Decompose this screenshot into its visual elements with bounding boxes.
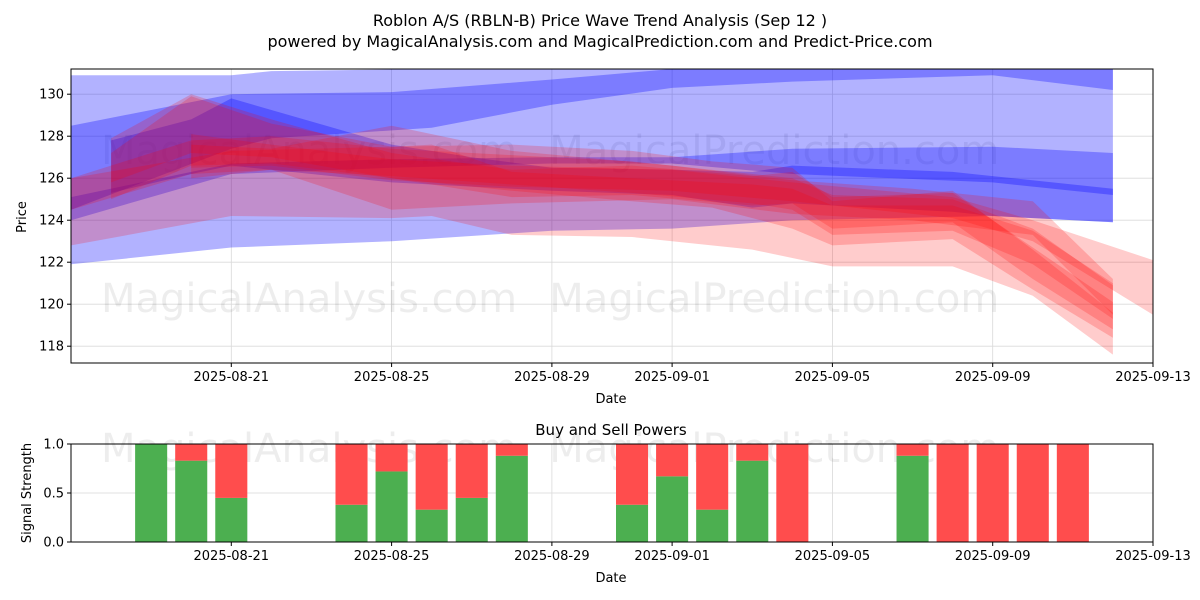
top-y-tick-label: 130: [39, 88, 64, 103]
sell-power-bar: [736, 444, 769, 461]
top-x-tick-label: 2025-08-29: [514, 370, 590, 385]
blue-wave-band: [71, 146, 1113, 265]
top-plot-area: [71, 69, 1153, 355]
bottom-x-axis-label: Date: [595, 571, 626, 586]
red-wave-band: [111, 94, 1113, 330]
sell-power-bar: [1056, 444, 1089, 542]
red-wave-band: [71, 144, 1113, 355]
top-watermark: MagicalAnalysis.com: [101, 128, 517, 174]
top-watermark: MagicalAnalysis.com: [101, 276, 517, 322]
bottom-x-tick-label: 2025-09-13: [1115, 549, 1191, 564]
blue-wave-band: [71, 69, 1113, 221]
bottom-x-tick-label: 2025-09-05: [795, 549, 871, 564]
top-y-tick-label: 120: [39, 298, 64, 313]
sell-power-bar: [1016, 444, 1049, 542]
buy-power-bar: [616, 504, 649, 542]
red-wave-band: [191, 134, 1153, 315]
top-frame: [70, 68, 1154, 364]
sell-power-bar: [656, 444, 689, 477]
buy-power-bar: [455, 497, 488, 542]
price-wave-panel: MagicalAnalysis.com MagicalPrediction.com…: [39, 68, 1191, 385]
buy-sell-panel: MagicalAnalysis.com MagicalPrediction.com…: [43, 426, 1190, 564]
sell-power-bar: [215, 444, 248, 498]
sell-power-bar: [976, 444, 1009, 542]
bottom-x-tick-label: 2025-08-21: [194, 549, 270, 564]
top-x-tick-label: 2025-08-25: [354, 370, 430, 385]
buy-power-bar: [215, 497, 248, 542]
top-y-tick-label: 124: [39, 214, 64, 229]
buy-power-bar: [495, 455, 528, 542]
top-y-axis-label: Price: [15, 201, 30, 233]
sell-power-bar: [175, 444, 208, 461]
buy-power-bar: [135, 444, 168, 542]
buy-power-bar: [175, 460, 208, 542]
buy-power-bar: [375, 471, 408, 542]
bottom-x-tick-label: 2025-08-29: [514, 549, 590, 564]
top-x-tick-label: 2025-09-05: [795, 370, 871, 385]
chart-title: Roblon A/S (RBLN-B) Price Wave Trend Ana…: [373, 11, 827, 30]
top-y-tick-label: 118: [39, 340, 64, 355]
bottom-x-tick-label: 2025-09-01: [634, 549, 710, 564]
sell-power-bar: [335, 444, 368, 505]
top-x-tick-label: 2025-09-09: [955, 370, 1031, 385]
sell-power-bar: [455, 444, 488, 498]
sell-power-bar: [936, 444, 969, 542]
sell-power-bar: [415, 444, 448, 510]
top-y-tick-label: 126: [39, 172, 64, 187]
buy-power-bar: [696, 509, 729, 542]
buy-power-bar: [415, 509, 448, 542]
bottom-y-tick-label: 1.0: [43, 438, 64, 453]
bottom-y-tick-label: 0.5: [43, 487, 64, 502]
bottom-watermark: MagicalAnalysis.com: [101, 426, 517, 472]
red-wave-band: [191, 125, 1113, 315]
buy-power-bar: [656, 476, 689, 542]
bottom-y-tick-label: 0.0: [43, 536, 64, 551]
sell-power-bar: [375, 444, 408, 472]
chart-subtitle: powered by MagicalAnalysis.com and Magic…: [267, 32, 932, 51]
sell-power-bar: [696, 444, 729, 510]
top-y-tick-label: 122: [39, 256, 64, 271]
buy-power-bar: [896, 455, 929, 542]
bottom-x-tick-label: 2025-08-25: [354, 549, 430, 564]
blue-wave-band: [71, 69, 1113, 210]
top-x-tick-label: 2025-09-01: [634, 370, 710, 385]
top-watermark: MagicalPrediction.com: [549, 276, 999, 322]
top-y-tick-label: 128: [39, 130, 64, 145]
bottom-x-tick-label: 2025-09-09: [955, 549, 1031, 564]
bottom-panel-title: Buy and Sell Powers: [535, 421, 687, 439]
top-watermark: MagicalPrediction.com: [549, 128, 999, 174]
top-x-axis-label: Date: [595, 392, 626, 407]
top-x-tick-label: 2025-08-21: [194, 370, 270, 385]
sell-power-bar: [776, 444, 809, 542]
sell-power-bar: [495, 444, 528, 456]
sell-power-bar: [896, 444, 929, 456]
buy-power-bar: [335, 504, 368, 542]
blue-wave-band: [111, 98, 1113, 223]
red-wave-band: [111, 96, 1113, 338]
buy-power-bar: [736, 460, 769, 542]
red-wave-band: [71, 136, 1113, 319]
bottom-y-axis-label: Signal Strength: [20, 443, 35, 543]
top-x-tick-label: 2025-09-13: [1115, 370, 1191, 385]
sell-power-bar: [616, 444, 649, 505]
